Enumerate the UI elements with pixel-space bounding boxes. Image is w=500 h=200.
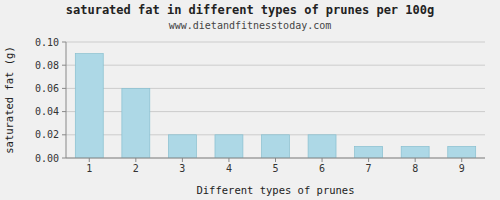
x-tick [322,158,323,162]
bar [401,146,429,158]
subtitle: www.dietandfitnesstoday.com [169,20,332,31]
y-tick [62,65,66,66]
bar [168,135,196,158]
x-tick-label: 6 [319,163,325,174]
chart: saturated fat in different types of prun… [0,0,500,200]
y-tick [62,88,66,89]
y-tick [62,158,66,159]
x-tick [461,158,462,162]
chart-container: saturated fat in different types of prun… [0,0,500,200]
x-tick [89,158,90,162]
x-tick [368,158,369,162]
y-tick-label: 0.08 [35,60,59,71]
x-axis-label: Different types of prunes [196,184,354,196]
y-tick [62,111,66,112]
x-tick-label: 2 [133,163,139,174]
x-tick-label: 9 [459,163,465,174]
y-tick-label: 0.10 [35,37,59,48]
y-tick [62,42,66,43]
x-tick-label: 8 [412,163,418,174]
x-tick [182,158,183,162]
x-tick-label: 5 [272,163,278,174]
grid-line [66,42,485,43]
y-tick-label: 0.06 [35,83,59,94]
y-axis [66,42,67,158]
bar [75,54,103,158]
x-tick-label: 4 [226,163,232,174]
y-tick [62,134,66,135]
x-tick [135,158,136,162]
x-tick [228,158,229,162]
bar [448,146,476,158]
y-axis-label: saturated fat (g) [3,46,15,153]
y-tick-label: 0.00 [35,153,59,164]
grid-line [66,65,485,66]
x-tick-label: 7 [366,163,372,174]
y-tick-label: 0.04 [35,106,59,117]
bar [262,135,290,158]
y-tick-label: 0.02 [35,129,59,140]
x-axis [66,158,485,159]
x-tick [415,158,416,162]
bar [122,88,150,158]
title: saturated fat in different types of prun… [66,3,434,17]
bars [75,54,475,158]
bar [308,135,336,158]
x-tick-label: 1 [86,163,92,174]
x-tick [275,158,276,162]
grid-line [66,158,485,159]
bar [355,146,383,158]
x-tick-label: 3 [179,163,185,174]
bar [215,135,243,158]
